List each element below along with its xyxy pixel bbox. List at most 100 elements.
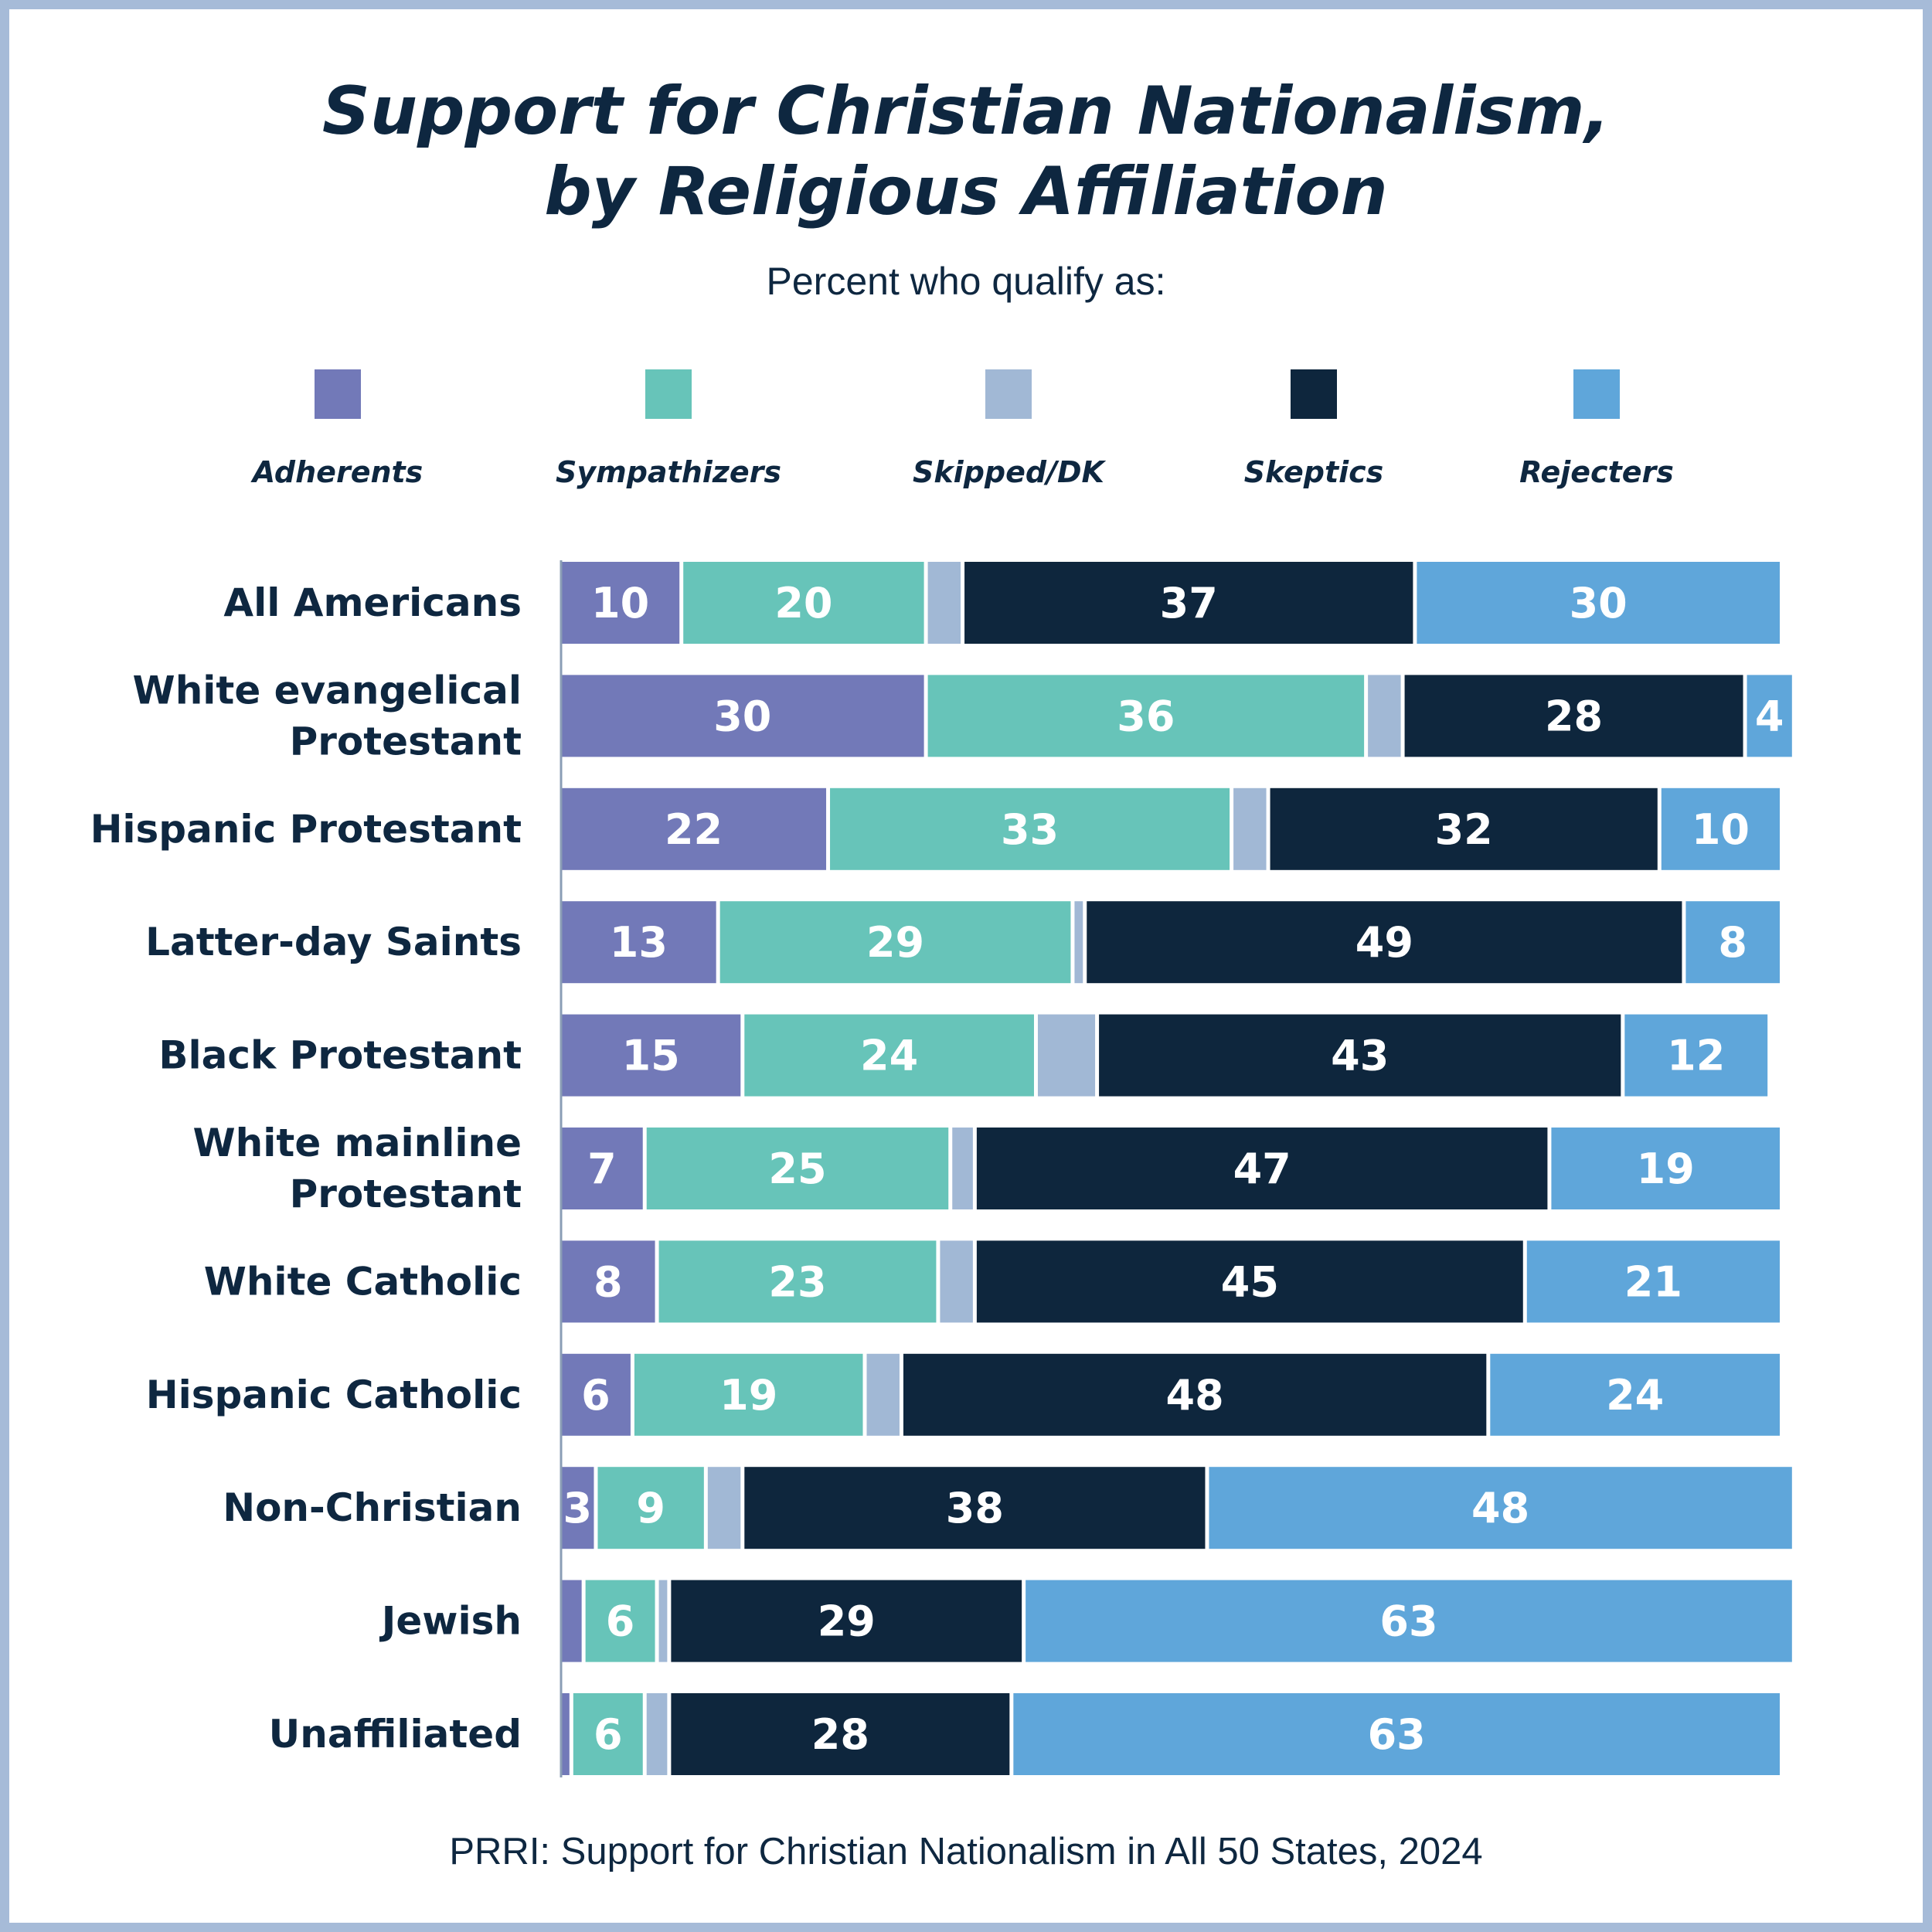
data-label: 33: [1001, 805, 1059, 854]
data-label: 6: [594, 1710, 623, 1759]
bar-segment-rejecters: [1417, 562, 1780, 644]
legend-swatch-rejecters: [1573, 369, 1620, 419]
data-label: 47: [1233, 1145, 1291, 1193]
data-label: 43: [1331, 1032, 1389, 1080]
bar-segment-skipped-dk: [1037, 1014, 1096, 1097]
category-label: White evangelical Protestant: [133, 668, 522, 764]
bar-segment-rejecters: [1013, 1693, 1780, 1775]
bar-segment-sympathizers: [646, 1128, 949, 1209]
bar-segment-sympathizers: [585, 1580, 655, 1662]
bar-segment-adherents: [561, 1014, 741, 1097]
bar-segment-skeptics: [903, 1353, 1487, 1436]
legend-label-adherents: Adherents: [250, 455, 423, 489]
data-label: 10: [1692, 805, 1750, 854]
bar-segment-skeptics: [1404, 675, 1743, 757]
bar-segment-sympathizers: [744, 1014, 1034, 1097]
bar-segment-skeptics: [1099, 1014, 1621, 1097]
bar-segment-skeptics: [671, 1693, 1010, 1775]
data-label: 19: [1637, 1145, 1695, 1193]
legend: Adherents Sympathizers Skipped/DK Skeptics R…: [250, 369, 1674, 489]
chart-title-line1: Support for Christian Nationalism,: [321, 73, 1611, 150]
bar-segment-skeptics: [1270, 787, 1658, 870]
bar-segment-adherents: [561, 1693, 570, 1775]
legend-swatch-skipped-dk: [985, 369, 1032, 419]
bar-segment-skeptics: [976, 1128, 1548, 1209]
bar-segment-adherents: [561, 901, 716, 984]
bar-segment-adherents: [561, 562, 680, 644]
data-label: 8: [1718, 918, 1747, 967]
category-label: Latter-day Saints: [145, 920, 522, 964]
bar-segment-skipped-dk: [1368, 675, 1401, 757]
bar-segment-adherents: [561, 787, 827, 870]
data-label: 30: [1570, 579, 1628, 628]
data-label: 15: [622, 1032, 680, 1080]
data-label: 24: [860, 1032, 918, 1080]
data-label: 6: [606, 1597, 635, 1646]
bar-segment-rejecters: [1526, 1240, 1780, 1323]
bar-segment-adherents: [561, 1240, 655, 1323]
data-label: 9: [636, 1484, 665, 1532]
chart-title-line2: by Religious Affiliation: [544, 153, 1388, 230]
bar-segment-adherents: [561, 1467, 594, 1549]
data-label: 13: [610, 918, 668, 967]
data-label: 28: [1545, 692, 1603, 740]
data-label: 38: [946, 1484, 1004, 1532]
category-labels: All Americans White evangelical Protestant…: [90, 580, 522, 1757]
category-label: Unaffiliated: [269, 1712, 522, 1757]
data-label: 48: [1471, 1484, 1529, 1532]
bar-segment-skipped-dk: [658, 1580, 668, 1662]
category-label: White Catholic: [204, 1259, 522, 1304]
bar-segment-skipped-dk: [927, 562, 961, 644]
legend-label-sympathizers: Sympathizers: [556, 455, 781, 489]
data-label: 10: [591, 579, 649, 628]
bar-segment-skeptics: [744, 1467, 1206, 1549]
bar-segment-rejecters: [1026, 1580, 1792, 1662]
data-label: 63: [1379, 1597, 1437, 1646]
bar-segment-skeptics: [671, 1580, 1022, 1662]
bar-segment-skipped-dk: [646, 1693, 668, 1775]
data-label: 29: [866, 918, 924, 967]
chart-subtitle: Percent who qualify as:: [766, 260, 1166, 303]
category-label: All Americans: [223, 580, 522, 625]
category-label: Hispanic Protestant: [90, 807, 522, 852]
bar-segment-sympathizers: [927, 675, 1365, 757]
category-label: Hispanic Catholic: [146, 1372, 522, 1417]
bar-segment-adherents: [561, 675, 924, 757]
bar-segment-skipped-dk: [707, 1467, 741, 1549]
bar-segment-rejecters: [1685, 901, 1780, 984]
chart-title: Support for Christian Nationalism, by Re…: [0, 71, 1932, 232]
bar-segment-sympathizers: [830, 787, 1230, 870]
data-label: 4: [1755, 692, 1784, 740]
data-label: 8: [594, 1257, 623, 1306]
data-label: 25: [768, 1145, 826, 1193]
data-label: 63: [1368, 1710, 1426, 1759]
bar-segment-sympathizers: [573, 1693, 643, 1775]
bar-segment-skipped-dk: [1074, 901, 1083, 984]
data-label: 48: [1166, 1371, 1224, 1420]
data-label: 19: [719, 1371, 777, 1420]
category-label: Black Protestant: [158, 1033, 522, 1078]
legend-label-rejecters: Rejecters: [1519, 455, 1674, 489]
bar-segment-sympathizers: [597, 1467, 704, 1549]
bar-segment-rejecters: [1661, 787, 1780, 870]
data-label: 45: [1221, 1257, 1279, 1306]
legend-label-skipped-dk: Skipped/DK: [913, 455, 1106, 489]
legend-swatch-adherents: [315, 369, 361, 419]
data-label: 7: [587, 1145, 617, 1193]
data-label: 22: [665, 805, 723, 854]
bar-segment-sympathizers: [683, 562, 924, 644]
bar-segment-rejecters: [1624, 1014, 1768, 1097]
data-label: 37: [1160, 579, 1218, 628]
bar-segment-adherents: [561, 1580, 582, 1662]
bar-segment-skipped-dk: [952, 1128, 973, 1209]
bar-segment-skeptics: [976, 1240, 1523, 1323]
legend-label-skeptics: Skeptics: [1244, 455, 1384, 489]
bar-segment-sympathizers: [719, 901, 1071, 984]
bar-segment-skipped-dk: [866, 1353, 900, 1436]
bar-segment-adherents: [561, 1128, 643, 1209]
bar-segment-sympathizers: [634, 1353, 863, 1436]
bar-segment-rejecters: [1551, 1128, 1780, 1209]
data-label: 28: [811, 1710, 869, 1759]
